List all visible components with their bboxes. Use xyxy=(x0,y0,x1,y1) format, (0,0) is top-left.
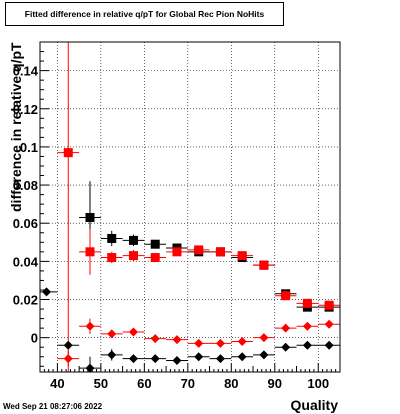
data-point-diamond xyxy=(42,287,52,297)
data-point-square xyxy=(194,245,204,255)
data-point-square xyxy=(128,235,138,245)
y-tick-label: 0.02 xyxy=(13,293,38,308)
data-point-diamond xyxy=(63,354,73,364)
data-point-square xyxy=(150,239,160,249)
data-point-square xyxy=(107,233,117,243)
x-tick-label: 100 xyxy=(307,376,329,391)
data-point-square xyxy=(63,148,73,158)
data-point-diamond xyxy=(172,356,182,366)
data-point-diamond xyxy=(194,352,204,362)
y-tick-label: 0.04 xyxy=(13,254,39,269)
chart-title: Fitted difference in relative q/pT for G… xyxy=(5,2,284,26)
data-point-diamond xyxy=(237,336,247,346)
data-point-diamond xyxy=(128,354,138,364)
data-point-diamond xyxy=(194,338,204,348)
x-tick-label: 50 xyxy=(94,376,108,391)
data-point-diamond xyxy=(324,340,334,350)
data-point-diamond xyxy=(215,354,225,364)
data-point-square xyxy=(259,260,269,270)
data-point-diamond xyxy=(128,327,138,337)
x-tick-label: 40 xyxy=(50,376,64,391)
data-point-square xyxy=(302,298,312,308)
data-point-square xyxy=(85,247,95,257)
y-tick-label: 0.06 xyxy=(13,216,38,231)
plot-frame xyxy=(39,41,341,373)
data-point-square xyxy=(128,251,138,261)
data-point-diamond xyxy=(281,323,291,333)
data-point-diamond xyxy=(259,333,269,343)
data-point-diamond xyxy=(215,338,225,348)
data-point-diamond xyxy=(281,342,291,352)
data-point-square xyxy=(107,253,117,263)
data-point-diamond xyxy=(259,350,269,360)
data-point-diamond xyxy=(324,319,334,329)
data-point-diamond xyxy=(237,352,247,362)
data-point-diamond xyxy=(302,321,312,331)
data-point-diamond xyxy=(150,354,160,364)
data-point-square xyxy=(215,247,225,257)
axes-layer: 40 50 60 70 80 90 100 0 0.02 0.04 0.06 0.08 0.1 0.12 0… xyxy=(13,41,341,391)
y-tick-label: 0.12 xyxy=(13,102,38,117)
x-tick-label: 80 xyxy=(224,376,238,391)
data-point-square xyxy=(150,253,160,263)
x-tick-label: 90 xyxy=(268,376,282,391)
data-point-square xyxy=(85,212,95,222)
y-tick-label: 0.14 xyxy=(13,64,39,79)
footer-date: Wed Sep 21 08:27:06 2022 xyxy=(3,402,103,411)
data-point-diamond xyxy=(63,340,73,350)
data-point-square xyxy=(281,291,291,301)
x-tick-label: 60 xyxy=(137,376,151,391)
markers-layer xyxy=(42,148,334,373)
y-tick-label: 0.08 xyxy=(13,178,38,193)
x-axis-label: Quality xyxy=(291,397,339,413)
data-point-diamond xyxy=(172,335,182,345)
x-tick-label: 70 xyxy=(181,376,195,391)
y-tick-label: 0 xyxy=(31,331,38,346)
data-point-square xyxy=(172,247,182,257)
y-tick-label: 0.1 xyxy=(20,140,38,155)
data-point-diamond xyxy=(85,321,95,331)
data-point-diamond xyxy=(107,350,117,360)
grid-layer xyxy=(40,42,340,372)
data-point-square xyxy=(237,251,247,261)
data-point-diamond xyxy=(107,329,117,339)
data-point-square xyxy=(324,300,334,310)
data-point-diamond xyxy=(150,334,160,344)
y-axis-label: difference in relative q/pT xyxy=(8,42,24,212)
data-point-diamond xyxy=(302,340,312,350)
